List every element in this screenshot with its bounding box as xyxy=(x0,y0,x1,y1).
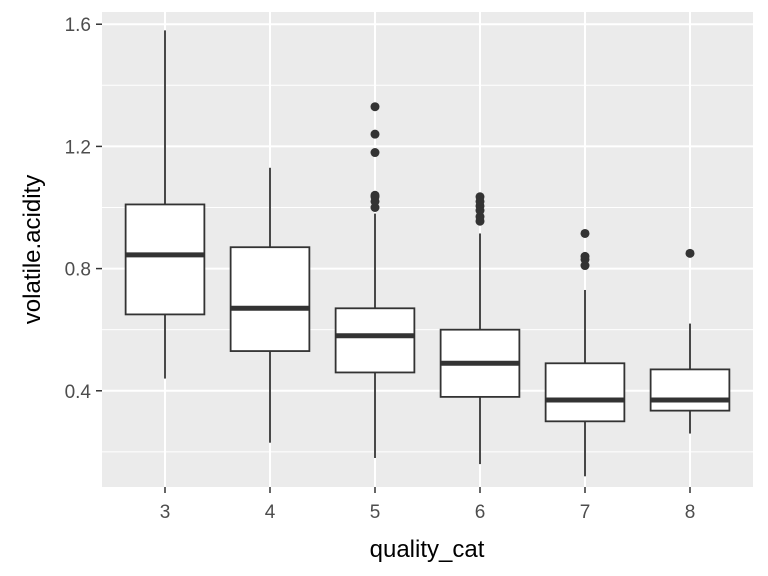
x-tick-label: 7 xyxy=(580,502,591,523)
outlier-point xyxy=(475,192,485,202)
iqr-box xyxy=(334,307,416,374)
x-axis-title: quality_cat xyxy=(370,536,485,563)
x-tick-label: 8 xyxy=(685,502,696,523)
y-axis: 0.4 0.8 1.2 1.6 xyxy=(65,15,102,403)
iqr-box xyxy=(544,362,626,423)
x-tick-label: 4 xyxy=(265,502,276,523)
outlier-point xyxy=(370,190,380,200)
x-tick-label: 5 xyxy=(370,502,381,523)
iqr-box xyxy=(124,203,206,316)
outlier-point xyxy=(370,148,380,158)
box-4 xyxy=(229,167,311,443)
x-tick-label: 3 xyxy=(160,502,171,523)
outlier-point xyxy=(685,248,695,258)
y-tick-label: 0.8 xyxy=(65,260,91,281)
y-tick-label: 0.4 xyxy=(65,382,92,403)
outlier-point xyxy=(370,102,380,112)
box-7 xyxy=(544,228,626,477)
iqr-box xyxy=(649,368,731,412)
y-axis-title: volatile.acidity xyxy=(19,175,46,324)
x-axis: 3 4 5 6 7 8 xyxy=(160,487,696,523)
y-tick-label: 1.6 xyxy=(65,15,91,36)
outlier-point xyxy=(580,228,590,238)
iqr-box xyxy=(229,246,311,352)
box-3 xyxy=(124,30,206,379)
y-tick-label: 1.2 xyxy=(65,137,91,158)
box-series xyxy=(124,30,731,477)
box-5 xyxy=(334,102,416,458)
box-8 xyxy=(649,248,731,434)
x-tick-label: 6 xyxy=(475,502,486,523)
outlier-point xyxy=(580,251,590,261)
outlier-point xyxy=(370,129,380,139)
plot-panel xyxy=(102,12,753,487)
box-6 xyxy=(439,192,521,465)
